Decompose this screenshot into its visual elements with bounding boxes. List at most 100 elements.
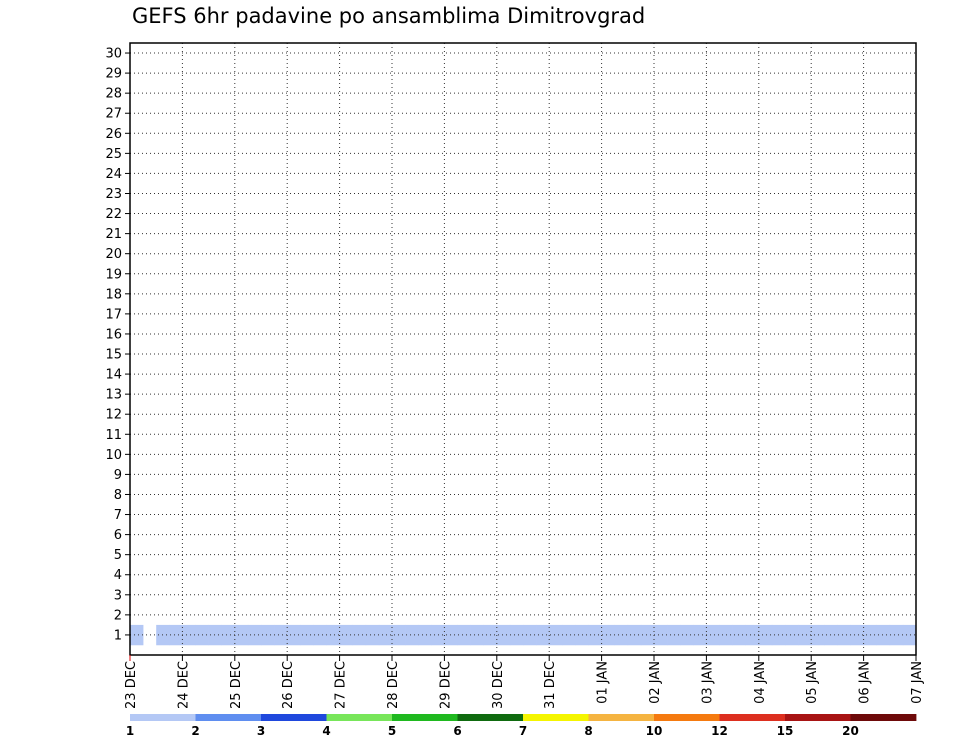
y-tick-label: 15	[105, 348, 122, 363]
y-tick-label: 9	[114, 468, 122, 483]
x-tick-label: 30 DEC	[491, 661, 506, 709]
heatmap-cell	[850, 624, 864, 646]
colorbar-tick-label: 20	[842, 724, 859, 738]
x-tick-label: 03 JAN	[700, 661, 715, 704]
y-tick-label: 14	[105, 368, 122, 383]
plot-border	[129, 42, 917, 656]
plot-frame	[129, 42, 917, 656]
y-tick-label: 20	[105, 247, 122, 262]
heatmap-cell	[496, 624, 511, 646]
colorbar-segment	[850, 714, 917, 721]
heatmap-cell	[706, 624, 720, 646]
heatmap-cell	[274, 624, 288, 646]
heatmap-cell	[352, 624, 367, 646]
heatmap-cell	[562, 624, 576, 646]
heatmap-cell	[444, 624, 458, 646]
heatmap-cell	[326, 624, 340, 646]
heatmap-cell	[313, 624, 327, 646]
colorbar-legend: 1 2 3 4 5 6 7 8 10 12 15 20	[126, 714, 917, 738]
heatmap-cell	[693, 624, 707, 646]
x-tick-label: 06 JAN	[858, 661, 873, 704]
y-tick-label: 21	[105, 227, 122, 242]
heatmap-cell	[549, 624, 563, 646]
colorbar-tick-label: 7	[519, 724, 527, 738]
y-tick-label: 19	[105, 267, 122, 282]
colorbar-segment	[457, 714, 524, 721]
heatmap-cell	[418, 624, 432, 646]
x-axis: 23 DEC 24 DEC 25 DEC 26 DEC 27 DEC 28 DEC 29 D…	[124, 655, 925, 709]
heatmap-cell	[902, 624, 917, 646]
colorbar-segment	[392, 714, 458, 721]
colorbar-tick-label: 12	[711, 724, 728, 738]
heatmap-cell	[378, 624, 393, 646]
y-tick-label: 16	[105, 327, 122, 342]
x-tick-label: 27 DEC	[334, 661, 349, 709]
x-tick-label: 31 DEC	[543, 661, 558, 709]
y-tick-label: 27	[105, 107, 122, 122]
y-tick-label: 6	[114, 528, 122, 543]
colorbar-tick-label: 6	[453, 724, 461, 738]
y-tick-label: 1	[114, 628, 122, 643]
y-tick-label: 7	[114, 508, 122, 523]
heatmap-cell	[798, 624, 812, 646]
heatmap-cell	[405, 624, 419, 646]
y-tick-label: 25	[105, 147, 122, 162]
y-tick-label: 5	[114, 548, 122, 563]
y-tick-label: 23	[105, 187, 122, 202]
heatmap-cell	[470, 624, 484, 646]
heatmap-cell	[208, 624, 222, 646]
y-tick-label: 17	[105, 307, 122, 322]
heatmap-cell	[287, 624, 301, 646]
heatmap-cell	[745, 624, 760, 646]
colorbar-segment	[130, 714, 196, 721]
colorbar-tick-label: 10	[646, 724, 663, 738]
colorbar-segment	[588, 714, 655, 721]
x-tick-label: 28 DEC	[386, 661, 401, 709]
colorbar-tick-label: 4	[322, 724, 330, 738]
heatmap-cell	[876, 624, 891, 646]
y-tick-label: 3	[114, 588, 122, 603]
y-tick-label: 13	[105, 388, 122, 403]
heatmap-cell	[758, 624, 773, 646]
x-tick-label: 23 DEC	[124, 661, 139, 709]
x-tick-label: 24 DEC	[176, 661, 191, 709]
heatmap-cell	[457, 624, 471, 646]
colorbar-segment	[523, 714, 589, 721]
y-axis: 1234567891011121314151617181920212223242…	[105, 47, 130, 643]
colorbar-tick-label: 15	[777, 724, 794, 738]
heatmap-cell	[365, 624, 380, 646]
heatmap-cell	[509, 624, 524, 646]
y-tick-label: 18	[105, 287, 122, 302]
heatmap-cell	[261, 624, 275, 646]
heatmap-cell	[889, 624, 904, 646]
y-tick-label: 29	[105, 67, 122, 82]
colorbar-tick-label: 8	[584, 724, 592, 738]
x-tick-label: 07 JAN	[910, 661, 925, 704]
x-tick-label: 29 DEC	[438, 661, 453, 709]
y-tick-label: 10	[105, 448, 122, 463]
colorbar-tick-label: 1	[126, 724, 134, 738]
y-tick-label: 11	[105, 428, 122, 443]
chart-title: GEFS 6hr padavine po ansamblima Dimitrov…	[132, 4, 646, 28]
y-tick-label: 26	[105, 127, 122, 142]
heatmap-cell	[169, 624, 183, 646]
colorbar-segment	[785, 714, 851, 721]
heatmap-cell	[732, 624, 746, 646]
heatmap-cell	[601, 624, 615, 646]
colorbar-tick-label: 3	[257, 724, 265, 738]
heatmap-cell	[130, 624, 144, 646]
x-tick-label: 25 DEC	[229, 661, 244, 709]
y-tick-label: 4	[114, 568, 122, 583]
y-tick-label: 22	[105, 207, 122, 222]
heatmap-cell	[785, 624, 799, 646]
x-tick-label: 05 JAN	[805, 661, 820, 704]
heatmap-cell	[837, 624, 851, 646]
colorbar-segment	[195, 714, 262, 721]
heatmap-cells	[130, 624, 917, 646]
colorbar-segment	[719, 714, 786, 721]
x-tick-label: 01 JAN	[596, 661, 611, 704]
heatmap-cell	[614, 624, 629, 646]
x-tick-label: 26 DEC	[281, 661, 296, 709]
colorbar-segment	[261, 714, 327, 721]
